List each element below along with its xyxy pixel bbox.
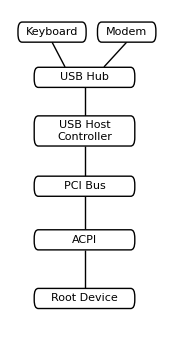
Text: Keyboard: Keyboard bbox=[26, 27, 78, 37]
Text: USB Host
Controller: USB Host Controller bbox=[57, 120, 112, 142]
Text: PCI Bus: PCI Bus bbox=[64, 181, 105, 191]
Text: ACPI: ACPI bbox=[72, 235, 97, 245]
Text: Root Device: Root Device bbox=[51, 294, 118, 304]
FancyBboxPatch shape bbox=[34, 116, 135, 146]
FancyBboxPatch shape bbox=[34, 176, 135, 196]
FancyBboxPatch shape bbox=[34, 288, 135, 309]
FancyBboxPatch shape bbox=[34, 230, 135, 250]
Text: USB Hub: USB Hub bbox=[60, 72, 109, 82]
FancyBboxPatch shape bbox=[98, 22, 156, 42]
FancyBboxPatch shape bbox=[18, 22, 86, 42]
FancyBboxPatch shape bbox=[34, 67, 135, 87]
Text: Modem: Modem bbox=[106, 27, 147, 37]
